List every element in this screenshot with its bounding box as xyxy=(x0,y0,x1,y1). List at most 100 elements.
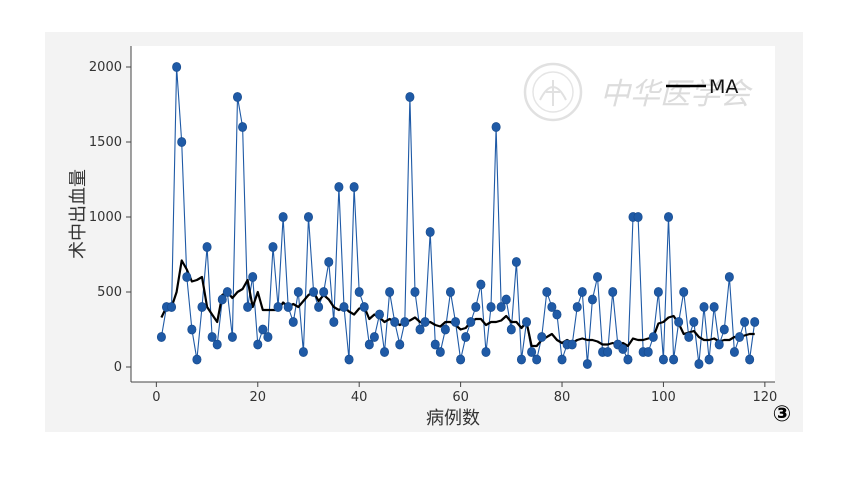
data-point xyxy=(476,279,486,290)
data-point xyxy=(217,294,227,305)
data-point xyxy=(445,287,455,297)
data-point xyxy=(177,137,187,147)
data-point xyxy=(669,354,679,365)
data-point xyxy=(587,294,597,305)
data-point xyxy=(415,324,425,335)
data-point xyxy=(253,339,263,350)
data-point xyxy=(339,302,349,312)
data-point xyxy=(156,332,166,342)
data-point xyxy=(501,294,511,305)
data-point xyxy=(603,347,613,357)
data-point xyxy=(369,332,379,342)
data-point xyxy=(197,302,207,312)
data-point xyxy=(456,354,466,365)
legend: MA xyxy=(666,76,738,98)
data-point xyxy=(547,302,557,312)
data-point xyxy=(167,302,177,312)
data-point xyxy=(212,339,222,350)
x-tick-label: 120 xyxy=(752,390,777,405)
data-point xyxy=(522,317,532,327)
series-line-raw xyxy=(160,66,756,365)
data-point xyxy=(496,302,506,312)
data-point xyxy=(704,354,714,365)
y-tick-label: 1500 xyxy=(89,135,122,150)
data-point xyxy=(745,354,755,365)
watermark-text: 中华医学会 xyxy=(600,77,753,112)
data-point xyxy=(430,339,440,350)
data-point xyxy=(567,339,577,350)
data-point xyxy=(608,287,618,297)
data-point xyxy=(577,287,587,297)
data-point xyxy=(435,347,445,357)
data-point xyxy=(319,287,329,297)
data-point xyxy=(582,359,592,369)
data-point xyxy=(227,332,237,342)
y-tick-label: 1000 xyxy=(89,210,122,225)
data-point xyxy=(466,317,476,327)
data-point xyxy=(385,287,395,297)
data-point xyxy=(268,242,278,252)
data-point xyxy=(724,272,734,282)
axis-ticks: 0 20 40 60 80 100 120 0 500 1000 1500 2000 xyxy=(89,60,777,405)
data-point xyxy=(486,302,496,312)
data-point xyxy=(232,92,242,102)
data-point xyxy=(643,347,653,357)
data-point xyxy=(344,354,354,365)
y-axis-title: 术中出血量 xyxy=(68,169,89,259)
data-point xyxy=(648,332,658,342)
series-area xyxy=(156,62,760,369)
data-point xyxy=(679,287,689,297)
data-point xyxy=(187,324,197,335)
data-point xyxy=(405,92,415,102)
x-tick-label: 0 xyxy=(152,390,160,405)
data-point xyxy=(719,324,729,335)
data-point xyxy=(314,302,324,312)
data-point xyxy=(729,347,739,357)
data-point xyxy=(618,344,628,354)
data-point xyxy=(172,62,182,72)
data-point xyxy=(557,354,567,365)
data-point xyxy=(380,347,390,357)
data-point xyxy=(283,302,293,312)
data-point xyxy=(410,287,420,297)
data-point xyxy=(395,339,405,350)
data-point xyxy=(202,242,212,252)
data-point xyxy=(623,354,633,365)
data-point xyxy=(293,287,303,297)
watermark-seal-icon xyxy=(523,62,583,122)
series-line-ma xyxy=(160,259,755,348)
data-point xyxy=(400,317,410,327)
data-point xyxy=(699,302,709,312)
data-point xyxy=(248,272,258,282)
data-point xyxy=(664,212,674,222)
data-point xyxy=(532,354,542,365)
data-point xyxy=(364,339,374,350)
x-tick-label: 80 xyxy=(554,390,571,405)
data-point xyxy=(506,324,516,335)
watermark: 中华医学会 xyxy=(523,62,753,122)
legend-ma-label: MA xyxy=(709,76,738,98)
data-point xyxy=(192,354,202,365)
data-point xyxy=(309,287,319,297)
data-point xyxy=(451,317,461,327)
y-tick-label: 500 xyxy=(97,285,122,300)
data-point xyxy=(750,317,760,327)
y-tick-label: 2000 xyxy=(89,60,122,75)
data-point xyxy=(374,309,384,320)
data-point xyxy=(471,302,481,312)
data-point xyxy=(709,302,719,312)
x-tick-label: 100 xyxy=(651,390,676,405)
data-point xyxy=(273,302,283,312)
x-tick-label: 60 xyxy=(452,390,469,405)
data-point xyxy=(481,347,491,357)
data-point xyxy=(440,324,450,335)
data-point xyxy=(572,302,582,312)
data-point xyxy=(735,332,745,342)
data-point xyxy=(288,317,298,327)
y-tick-label: 0 xyxy=(114,360,122,375)
data-point xyxy=(359,302,369,312)
data-point xyxy=(222,287,232,297)
data-point xyxy=(511,257,521,267)
data-point xyxy=(207,332,217,342)
data-point xyxy=(461,332,471,342)
